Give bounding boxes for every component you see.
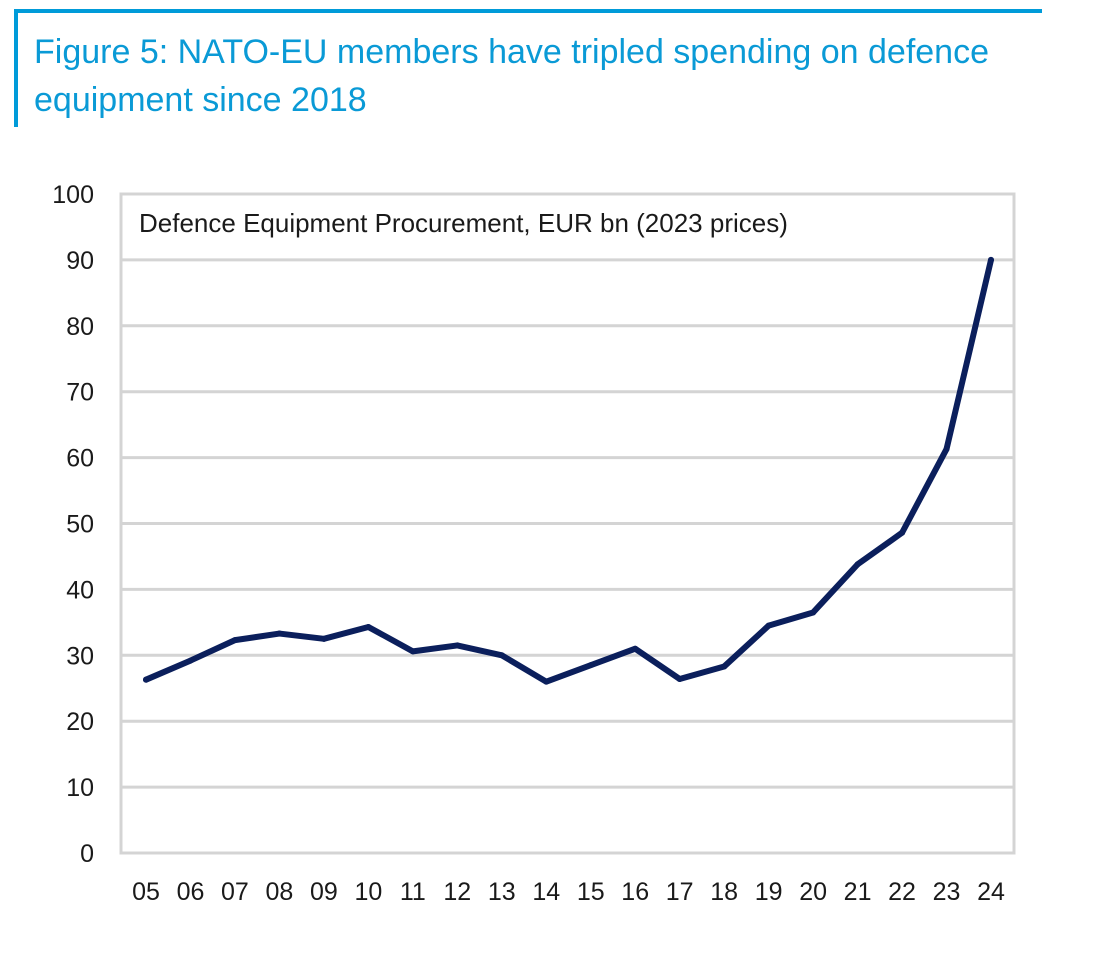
x-tick-label: 23 xyxy=(933,878,961,906)
data-point xyxy=(721,663,728,670)
y-tick-label: 70 xyxy=(66,379,94,407)
x-axis-ticks: 05 06 07 08 09 10 11 12 13 14 15 16 17 18 19 20 21 22 23 24 xyxy=(132,878,1005,906)
series-line xyxy=(143,256,994,685)
x-tick-label: 07 xyxy=(221,878,249,906)
y-tick-label: 90 xyxy=(66,247,94,275)
x-tick-label: 11 xyxy=(400,878,426,906)
data-point xyxy=(587,662,594,669)
data-point xyxy=(498,652,505,659)
y-tick-label: 100 xyxy=(52,181,94,209)
y-tick-label: 30 xyxy=(66,642,94,670)
y-tick-label: 0 xyxy=(80,840,94,868)
x-tick-label: 18 xyxy=(710,878,738,906)
x-tick-label: 06 xyxy=(177,878,205,906)
plot-frame xyxy=(119,192,1016,855)
x-tick-label: 22 xyxy=(888,878,916,906)
data-point xyxy=(365,623,372,630)
data-point xyxy=(231,637,238,644)
data-point xyxy=(409,648,416,655)
data-point xyxy=(543,678,550,685)
x-tick-label: 14 xyxy=(532,878,560,906)
data-point xyxy=(143,676,149,683)
data-point xyxy=(276,630,283,637)
data-point xyxy=(854,561,861,568)
x-tick-label: 21 xyxy=(844,878,872,906)
x-tick-label: 12 xyxy=(443,878,471,906)
data-point xyxy=(676,676,683,683)
x-tick-label: 10 xyxy=(354,878,382,906)
y-tick-label: 40 xyxy=(66,576,94,604)
data-point xyxy=(632,645,639,652)
x-tick-label: 17 xyxy=(666,878,694,906)
y-tick-label: 10 xyxy=(66,774,94,802)
data-point xyxy=(765,622,772,629)
x-tick-label: 15 xyxy=(577,878,605,906)
x-tick-label: 09 xyxy=(310,878,338,906)
figure-title: Figure 5: NATO-EU members have tripled s… xyxy=(34,33,990,119)
series-layer xyxy=(143,256,994,685)
title-accent-rule xyxy=(14,9,1042,13)
data-point xyxy=(187,657,194,664)
chart-subtitle: Defence Equipment Procurement, EUR bn (2… xyxy=(139,208,788,238)
y-tick-label: 20 xyxy=(66,708,94,736)
data-point xyxy=(810,609,817,616)
y-tick-label: 60 xyxy=(66,445,94,473)
data-point xyxy=(454,642,461,649)
title-accent-side-rule xyxy=(14,9,18,127)
data-point xyxy=(988,256,994,263)
y-tick-label: 50 xyxy=(66,511,94,539)
x-tick-label: 13 xyxy=(488,878,516,906)
y-axis-ticks: 0 10 20 30 40 50 60 70 80 90 100 xyxy=(52,181,94,868)
gridlines xyxy=(121,258,1014,789)
x-tick-label: 19 xyxy=(755,878,783,906)
x-tick-label: 16 xyxy=(621,878,649,906)
x-tick-label: 24 xyxy=(977,878,1005,906)
x-tick-label: 05 xyxy=(132,878,160,906)
x-tick-label: 08 xyxy=(266,878,294,906)
data-point xyxy=(943,446,950,453)
data-point xyxy=(899,529,906,536)
data-point xyxy=(320,635,327,642)
x-tick-label: 20 xyxy=(799,878,827,906)
y-tick-label: 80 xyxy=(66,313,94,341)
